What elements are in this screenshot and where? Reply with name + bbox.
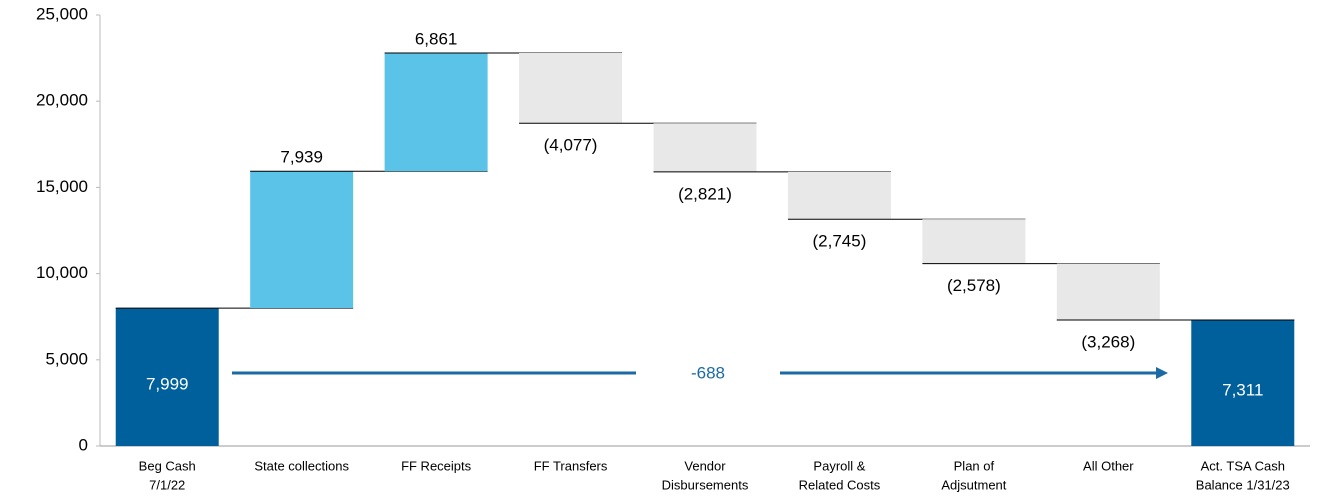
annotation: -688 (691, 363, 725, 382)
y-tick-label: 15,000 (36, 177, 88, 196)
y-tick-label: 10,000 (36, 263, 88, 282)
x-tick-label: Plan of (954, 458, 995, 473)
bar (115, 308, 219, 446)
x-tick-label: Beg Cash (139, 458, 196, 473)
y-tick-label: 5,000 (45, 349, 88, 368)
x-tick-label: State collections (254, 458, 349, 473)
x-tick-label: FF Receipts (401, 458, 472, 473)
bar (1191, 319, 1295, 446)
arrow-head (1156, 367, 1168, 379)
annotation-arrow (232, 367, 1168, 379)
x-tick-label: Vendor (684, 458, 726, 473)
value-label: (2,745) (813, 232, 867, 251)
x-tick-label: Act. TSA Cash (1201, 458, 1285, 473)
bar (519, 52, 623, 124)
x-tick-label: 7/1/22 (149, 477, 185, 492)
value-label: 6,861 (415, 29, 458, 48)
bar (384, 52, 488, 172)
value-label: (2,578) (947, 276, 1001, 295)
x-tick-label: Adjsutment (941, 477, 1006, 492)
x-tick-label: Disbursements (662, 477, 749, 492)
value-label: (4,077) (544, 136, 598, 155)
y-tick-label: 0 (79, 435, 88, 454)
x-tick-label: FF Transfers (534, 458, 608, 473)
bar (250, 171, 354, 309)
value-label: 7,939 (280, 148, 323, 167)
y-tick-label: 20,000 (36, 91, 88, 110)
x-tick-label: Related Costs (799, 477, 881, 492)
x-tick-label: All Other (1083, 458, 1134, 473)
y-tick-label: 25,000 (36, 4, 88, 23)
value-label: (2,821) (678, 184, 732, 203)
bar (787, 171, 891, 220)
bar (653, 123, 757, 172)
x-tick-label: Balance 1/31/23 (1196, 477, 1290, 492)
bar (1056, 263, 1160, 320)
value-label: (3,268) (1081, 332, 1135, 351)
bar (922, 219, 1026, 264)
value-label: 7,311 (1222, 380, 1263, 399)
x-tick-label: Payroll & (813, 458, 865, 473)
value-label: 7,999 (146, 375, 189, 394)
